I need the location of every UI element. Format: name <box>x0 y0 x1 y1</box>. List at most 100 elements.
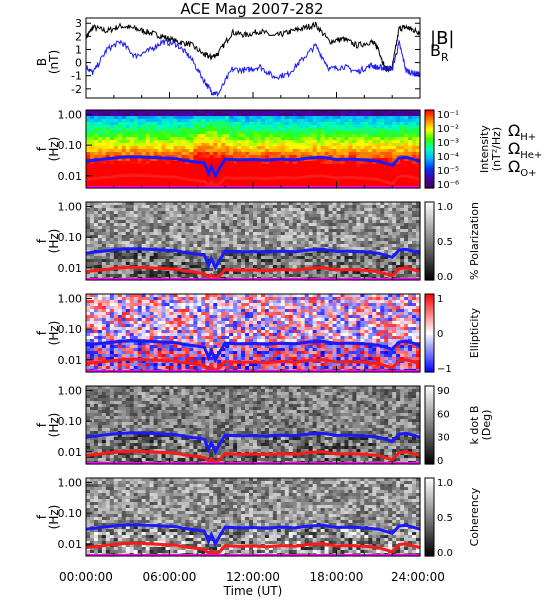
heatmap-cell <box>133 113 139 117</box>
heatmap-cell <box>173 155 179 159</box>
heatmap-cell <box>189 140 194 144</box>
heatmap-cell <box>173 137 179 141</box>
heatmap-cell <box>221 149 226 153</box>
heatmap-cell <box>105 149 111 153</box>
heatmap-cell <box>149 140 155 144</box>
heatmap-cell <box>117 149 123 153</box>
heatmap-cell <box>177 143 183 147</box>
heatmap-cell <box>189 149 194 153</box>
heatmap-cell <box>177 170 183 174</box>
heatmap-cell <box>105 146 111 150</box>
heatmap-cell <box>133 161 139 165</box>
heatmap-cell <box>129 116 135 120</box>
heatmap-cell <box>189 158 194 162</box>
heatmap-cell <box>193 143 198 147</box>
heatmap-cell <box>129 179 135 183</box>
heatmap-cell <box>205 110 210 114</box>
heatmap-cell <box>193 113 198 117</box>
heatmap-cell <box>173 125 179 129</box>
heatmap-cell <box>129 137 135 141</box>
heatmap-cell <box>221 113 226 117</box>
heatmap-cell <box>189 137 194 141</box>
heatmap-cell <box>169 137 175 141</box>
heatmap-cell <box>189 164 194 168</box>
heatmap-cell <box>217 122 222 126</box>
heatmap-cell <box>109 164 115 168</box>
freq-ylabel-unit: (Hz) <box>47 137 61 162</box>
heatmap-cell <box>89 161 95 165</box>
heatmap-cell <box>189 134 194 138</box>
heatmap-cell <box>173 170 179 174</box>
heatmap-cell <box>133 182 139 186</box>
heatmap-cell <box>205 125 210 129</box>
heatmap-cell <box>121 110 127 114</box>
heatmap-cell <box>97 134 103 138</box>
heatmap-cell <box>117 176 123 180</box>
heatmap-cell <box>209 155 214 159</box>
heatmap-cell <box>97 182 103 186</box>
heatmap-cell <box>105 155 111 159</box>
heatmap-cell <box>169 128 175 132</box>
heatmap-cell <box>101 170 107 174</box>
heatmap-cell <box>185 173 190 177</box>
heatmap-cell <box>145 125 151 129</box>
heatmap-cell <box>113 125 119 129</box>
heatmap-cell <box>189 122 194 126</box>
heatmap-cell <box>189 182 194 186</box>
heatmap-cell <box>117 158 123 162</box>
heatmap-cell <box>193 182 198 186</box>
heatmap-cell <box>157 161 163 165</box>
heatmap-cell <box>169 113 175 117</box>
heatmap-cell <box>145 140 151 144</box>
heatmap-cell <box>89 122 95 126</box>
heatmap-cell <box>193 173 198 177</box>
heatmap-cell <box>101 182 107 186</box>
heatmap-cell <box>165 161 171 165</box>
heatmap-cell <box>173 161 179 165</box>
heatmap-cell <box>177 155 183 159</box>
heatmap-cell <box>213 131 218 135</box>
heatmap-cell <box>201 152 206 156</box>
heatmap-cell <box>177 122 183 126</box>
heatmap-cell <box>197 158 202 162</box>
heatmap-cell <box>121 134 127 138</box>
heatmap-cell <box>173 110 179 114</box>
heatmap-cell <box>189 110 194 114</box>
heatmap-cell <box>157 137 163 141</box>
heatmap-cell <box>101 164 107 168</box>
heatmap-cell <box>137 125 143 129</box>
heatmap-cell <box>125 170 131 174</box>
heatmap-cell <box>189 173 194 177</box>
heatmap-cell <box>173 149 179 153</box>
heatmap-cell <box>185 113 190 117</box>
heatmap-cell <box>197 182 202 186</box>
heatmap-cell <box>141 122 147 126</box>
heatmap-cell <box>213 134 218 138</box>
b-field-ytick-label: 3 <box>75 17 82 30</box>
heatmap-cell <box>157 116 163 120</box>
heatmap-cell <box>161 113 167 117</box>
heatmap-cell <box>133 140 139 144</box>
heatmap-cell <box>173 134 179 138</box>
heatmap-cell <box>129 152 135 156</box>
heatmap-cell <box>101 137 107 141</box>
heatmap-cell <box>185 134 190 138</box>
heatmap-cell <box>93 131 99 135</box>
heatmap-cell <box>86 122 91 126</box>
heatmap-cell <box>86 170 91 174</box>
heatmap-cell <box>89 143 95 147</box>
heatmap-cell <box>113 143 119 147</box>
heatmap-cell <box>141 167 147 171</box>
heatmap-cell <box>113 131 119 135</box>
heatmap-cell <box>181 113 187 117</box>
heatmap-cell <box>101 110 107 114</box>
heatmap-cell <box>145 149 151 153</box>
heatmap-cell <box>217 155 222 159</box>
heatmap-cell <box>93 167 99 171</box>
heatmap-cell <box>93 110 99 114</box>
heatmap-cell <box>133 128 139 132</box>
heatmap-cell <box>125 158 131 162</box>
heatmap-cell <box>197 110 202 114</box>
heatmap-cell <box>137 158 143 162</box>
colorbar-tick-label: 10⁻⁴ <box>437 152 459 163</box>
